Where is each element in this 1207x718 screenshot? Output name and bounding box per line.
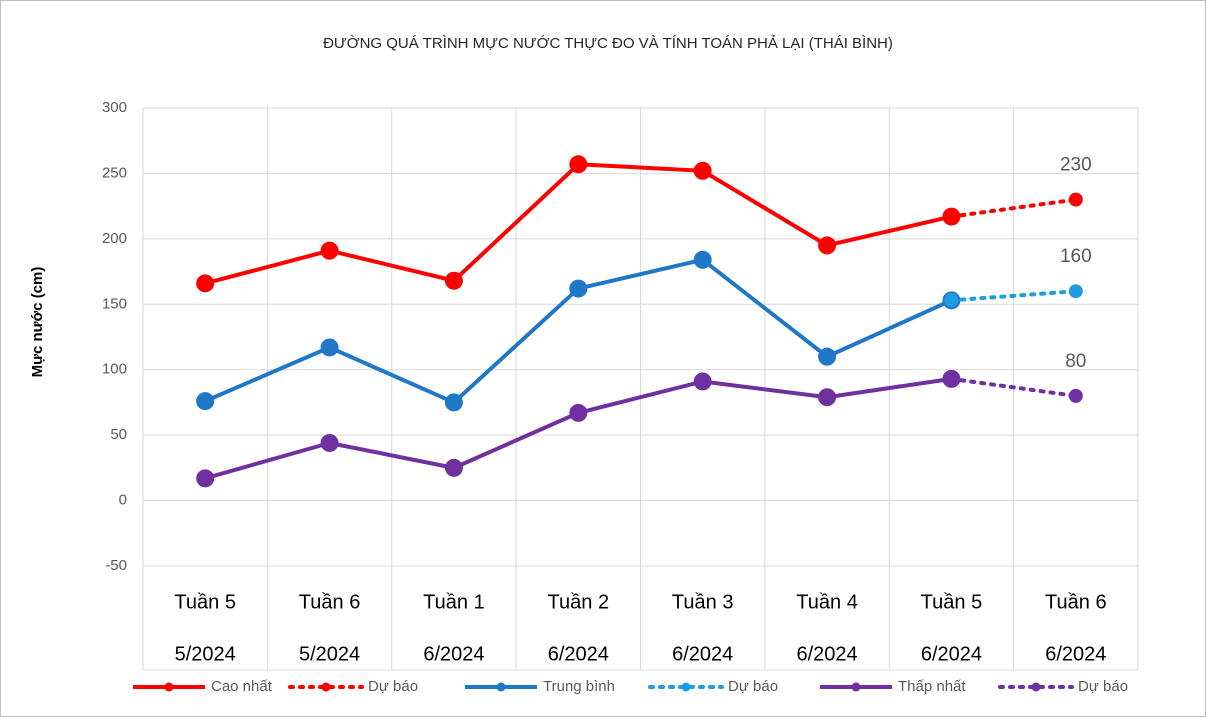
x-tick-label: 6/2024 [1045,643,1106,665]
series-point [818,347,837,366]
series-point [196,392,215,411]
series-point [320,338,339,357]
y-tick-label: 0 [119,492,127,509]
series-point [693,250,712,269]
series-line [949,289,1078,303]
series-point [818,388,837,407]
x-tick-label: Tuần 6 [299,591,361,613]
series-point [1068,192,1083,207]
series-point [320,241,339,260]
series-point [693,372,712,391]
legend-label: Dự báo [1078,678,1128,695]
y-axis-label: Mực nước (cm) [29,267,46,378]
legend-label: Dự báo [728,678,778,695]
x-tick-label: Tuần 1 [423,591,485,613]
data-label: 160 [1060,246,1092,267]
y-tick-label: 300 [102,99,127,116]
series-point [444,271,463,290]
legend-label: Thấp nhất [898,678,966,695]
x-tick-label: 5/2024 [175,643,236,665]
legend-marker [681,682,691,692]
legend-marker [851,682,861,692]
series-point [196,469,215,488]
series-point [1068,388,1083,403]
chart-title: ĐƯỜNG QUÁ TRÌNH MỰC NƯỚC THỰC ĐO VÀ TÍNH… [323,35,893,52]
x-tick-label: Tuần 6 [1045,591,1107,613]
x-tick-label: 6/2024 [672,643,733,665]
series-point [693,161,712,180]
legend-label: Trung bình [543,678,615,695]
series-line [949,197,1078,219]
legend-marker [496,682,506,692]
legend-marker [164,682,174,692]
series-line [949,376,1078,398]
legend-marker [1031,682,1041,692]
y-tick-label: -50 [105,557,127,574]
y-tick-label: 150 [102,295,127,312]
x-tick-label: 6/2024 [921,643,982,665]
series-point [320,433,339,452]
x-tick-label: 5/2024 [299,643,360,665]
series-point [569,279,588,298]
x-tick-label: Tuần 5 [174,591,236,613]
legend-label: Cao nhất [211,678,273,695]
data-label: 230 [1060,155,1092,176]
x-tick-label: Tuần 2 [548,591,610,613]
legend-label: Dự báo [368,678,418,695]
x-tick-label: Tuần 4 [796,591,858,613]
legend-marker [321,682,331,692]
y-tick-label: 250 [102,164,127,181]
series-point [818,236,837,255]
data-label: 80 [1065,351,1086,372]
series-point [196,274,215,293]
y-tick-label: 50 [110,426,127,443]
x-tick-label: Tuần 3 [672,591,734,613]
series-point [444,458,463,477]
x-tick-label: 6/2024 [423,643,484,665]
y-tick-label: 100 [102,361,127,378]
series-point [944,293,959,308]
series-point [444,393,463,412]
series-point [569,403,588,422]
x-tick-label: 6/2024 [796,643,857,665]
series-point [944,209,959,224]
series-point [569,155,588,174]
x-tick-label: Tuần 5 [921,591,983,613]
series-point [1068,284,1083,299]
x-tick-label: 6/2024 [548,643,609,665]
series-point [944,371,959,386]
y-tick-label: 200 [102,230,127,247]
